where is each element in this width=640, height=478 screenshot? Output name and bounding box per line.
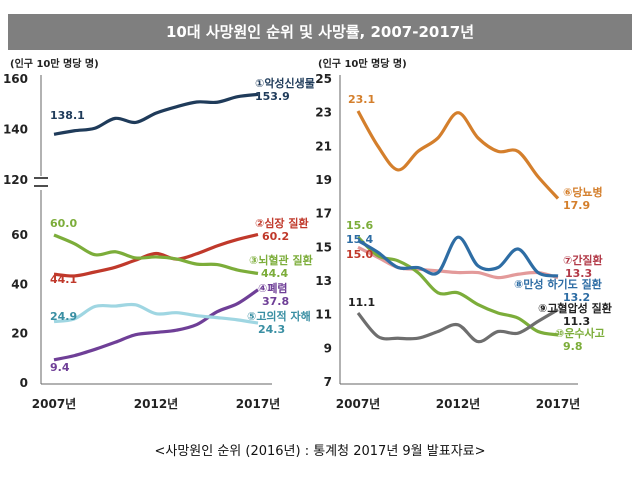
right-series-6-end-label: 17.9 xyxy=(563,199,590,212)
left-y-tick-label: 60 xyxy=(11,228,28,242)
right-x-tick-label: 2007년 xyxy=(336,397,380,411)
left-x-tick-label: 2012년 xyxy=(134,397,178,411)
left-y-tick-label: 120 xyxy=(3,173,28,187)
right-series-6-line xyxy=(356,110,560,200)
source-caption: <사망원인 순위 (2016년) : 통계청 2017년 9월 발표자료> xyxy=(154,444,486,459)
right-series-8-name-label: ⑧만성 하기도 질환 xyxy=(514,277,602,291)
left-series-4-line xyxy=(53,288,259,362)
left-y-tick-label: 160 xyxy=(3,72,28,86)
left-y-tick-label: 0 xyxy=(20,376,28,390)
right-series-9-start-label: 11.1 xyxy=(348,296,375,309)
right-y-tick-label: 11 xyxy=(315,308,332,322)
left-x-tick-label: 2017년 xyxy=(236,397,280,411)
right-series-7-end-label: 13.3 xyxy=(565,267,592,280)
right-series-7-start-label: 15.4 xyxy=(346,233,373,246)
right-series-10-name-label: ⑩운수사고 xyxy=(555,326,605,340)
left-series-2-line xyxy=(53,232,259,278)
right-series-9-name-label: ⑨고혈압성 질환 xyxy=(538,301,612,315)
right-series-10-end-label: 9.8 xyxy=(563,340,583,353)
right-y-tick-label: 17 xyxy=(315,207,332,221)
left-series-2-name-label: ②심장 질환 xyxy=(255,216,309,230)
left-series-5-name-label: ⑤고의적 자해 xyxy=(247,309,311,323)
right-y-tick-label: 19 xyxy=(315,173,332,187)
right-series-7-name-label: ⑦간질환 xyxy=(563,253,603,267)
right-series-8-end-label: 13.2 xyxy=(563,291,590,304)
left-series-1-start-label: 138.1 xyxy=(50,109,85,122)
left-series-5-end-label: 24.3 xyxy=(258,323,285,336)
right-y-tick-label: 15 xyxy=(315,240,332,254)
chart-title: 10대 사망원인 순위 및 사망률, 2007-2017년 xyxy=(8,14,632,50)
left-series-3-end-label: 44.4 xyxy=(261,267,288,280)
left-series-1-name-label: ①악성신생물 xyxy=(255,76,315,90)
left-series-1-end-label: 153.9 xyxy=(255,90,290,103)
left-x-tick-label: 2007년 xyxy=(32,397,76,411)
right-series-6-name-label: ⑥당뇨병 xyxy=(563,185,603,199)
left-series-3-start-label: 60.0 xyxy=(50,217,77,230)
right-series-10-start-label: 15.6 xyxy=(346,219,373,232)
left-series-2-start-label: 44.1 xyxy=(50,273,77,286)
left-y-tick-label: 40 xyxy=(11,277,28,291)
right-y-tick-label: 7 xyxy=(324,375,332,389)
left-y-tick-label: 140 xyxy=(3,123,28,137)
left-y-tick-label: 20 xyxy=(11,327,28,341)
right-y-tick-label: 13 xyxy=(315,274,332,288)
left-series-4-name-label: ④폐렴 xyxy=(258,281,288,295)
right-x-tick-label: 2012년 xyxy=(436,397,480,411)
left-series-2-end-label: 60.2 xyxy=(262,230,289,243)
right-series-9-end-label: 11.3 xyxy=(563,315,590,328)
right-series-10-line xyxy=(356,236,559,337)
right-series-7-line xyxy=(357,235,559,278)
right-series-6-start-label: 23.1 xyxy=(348,93,375,106)
right-y-tick-label: 21 xyxy=(315,139,332,153)
left-series-3-name-label: ③뇌혈관 질환 xyxy=(249,253,313,267)
left-unit-label: (인구 10만 명당 명) xyxy=(10,57,99,70)
right-y-tick-label: 25 xyxy=(315,72,332,86)
right-y-tick-label: 9 xyxy=(324,341,332,355)
right-x-tick-label: 2017년 xyxy=(536,397,580,411)
left-series-5-line xyxy=(53,302,259,325)
left-series-3-line xyxy=(53,233,259,276)
left-series-4-start-label: 9.4 xyxy=(50,361,70,374)
left-series-1-line xyxy=(53,92,259,136)
left-series-5-start-label: 24.9 xyxy=(50,310,77,323)
right-series-8-start-label: 15.0 xyxy=(346,248,373,261)
right-series-9-line xyxy=(356,308,559,344)
right-y-tick-label: 23 xyxy=(315,106,332,120)
right-unit-label: (인구 10만 명당 명) xyxy=(318,57,407,70)
left-series-4-end-label: 37.8 xyxy=(262,295,289,308)
